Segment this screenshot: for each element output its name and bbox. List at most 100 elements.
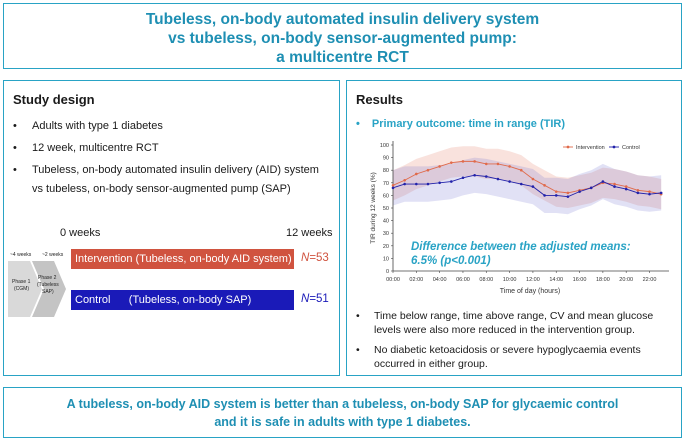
results-bullet-2-text: No diabetic ketoacidosis or severe hypog… xyxy=(374,344,641,370)
intervention-n: N=53 xyxy=(301,252,329,264)
control-n: N=51 xyxy=(301,293,329,305)
intervention-data-point xyxy=(415,172,418,176)
intervention-data-point xyxy=(449,161,453,164)
phase-2-label: Phase 2 xyxy=(38,275,57,281)
intervention-data-point xyxy=(554,190,558,193)
timeline-end-label: 12 weeks xyxy=(286,227,333,239)
control-legend-marker xyxy=(612,145,616,149)
y-tick-label: 100 xyxy=(380,143,389,149)
design-bullet-3-continuation: vs tubeless, on-body sensor-augmented pu… xyxy=(32,183,291,195)
intervention-series-line xyxy=(392,160,662,195)
conclusion-box: A tubeless, on-body AID system is better… xyxy=(3,387,682,438)
intervention-data-point xyxy=(648,190,651,193)
phase-1-arrow xyxy=(8,261,42,317)
y-tick-label: 90 xyxy=(383,156,389,162)
results-heading: Results xyxy=(356,92,403,107)
chart-axes: 0 10 20 30 40 50 60 70 80 90 100 00:00 02:00 04:00 06:… xyxy=(380,141,669,283)
intervention-data-point xyxy=(508,165,511,168)
x-tick-label: 18:00 xyxy=(596,277,610,283)
control-data-point xyxy=(531,185,535,188)
tir-line-chart: 0 10 20 30 40 50 60 70 80 90 100 00:00 02:00 04:00 06:… xyxy=(370,141,669,295)
x-tick-label: 12:00 xyxy=(526,277,540,283)
difference-annotation-line-2: 6.5% (p<0.001) xyxy=(411,255,491,267)
n-symbol: N xyxy=(301,252,310,264)
intervention-data-point xyxy=(519,168,523,172)
control-data-point xyxy=(484,175,488,178)
x-axis-label: Time of day (hours) xyxy=(500,288,560,295)
title-line-3: a multicentre RCT xyxy=(276,49,409,66)
x-tick-label: 04:00 xyxy=(433,277,447,283)
y-tick-label: 30 xyxy=(383,231,389,237)
x-tick-label: 02:00 xyxy=(409,277,423,283)
intervention-data-point xyxy=(531,177,535,181)
control-data-point xyxy=(601,180,605,183)
x-tick-label: 06:00 xyxy=(456,277,470,283)
intervention-legend-marker xyxy=(566,145,570,149)
intervention-data-point xyxy=(426,168,430,172)
results-panel: Results • Primary outcome: time in range … xyxy=(346,80,682,376)
intervention-data-point xyxy=(461,160,465,163)
control-data-point xyxy=(438,181,441,185)
control-legend-label: Control xyxy=(622,145,640,151)
y-tick-label: 50 xyxy=(383,206,389,212)
bullet-dot: • xyxy=(13,142,17,154)
conclusion-line-2: and it is safe in adults with type 1 dia… xyxy=(214,415,471,429)
chart-series xyxy=(391,160,663,198)
intervention-data-point xyxy=(496,162,500,166)
x-tick-label: 10:00 xyxy=(503,277,517,283)
control-data-point xyxy=(403,182,406,186)
control-data-point xyxy=(636,191,640,195)
title-box: Tubeless, on-body automated insulin deli… xyxy=(3,3,682,69)
intervention-data-point xyxy=(473,160,476,163)
x-tick-label: 22:00 xyxy=(643,277,657,283)
phase-2-sub-2: SAP) xyxy=(42,289,54,295)
control-arm-bar: Control (Tubeless, on-body SAP) xyxy=(71,290,294,310)
intervention-data-point xyxy=(484,162,488,166)
intervention-data-point xyxy=(438,165,441,168)
intervention-data-point xyxy=(543,184,546,187)
intervention-data-point xyxy=(391,184,395,187)
y-tick-label: 80 xyxy=(383,168,389,174)
phase-2-arrow xyxy=(32,261,66,317)
y-tick-label: 0 xyxy=(386,269,389,275)
control-data-point xyxy=(543,194,546,197)
control-confidence-band xyxy=(393,157,662,215)
intervention-data-point xyxy=(566,191,570,195)
primary-outcome-text: Primary outcome: time in range (TIR) xyxy=(371,118,566,130)
phase-1-label: Phase 1 xyxy=(12,279,31,285)
phase-2-sub-1: (Tubeless xyxy=(37,282,59,288)
bullet-dot: • xyxy=(356,344,360,356)
run-in-phase-arrows xyxy=(8,261,66,317)
conclusion-line-1: A tubeless, on-body AID system is better… xyxy=(66,397,619,411)
y-axis-label: TIR during 12 weeks (%) xyxy=(370,172,377,244)
control-data-point xyxy=(659,191,663,195)
x-tick-label: 14:00 xyxy=(549,277,563,283)
design-bullet-3-text: Tubeless, on-body automated insulin deli… xyxy=(32,164,319,176)
control-data-point xyxy=(449,180,453,183)
design-bullet-2-text: 12 week, multicentre RCT xyxy=(32,142,159,154)
study-design-heading: Study design xyxy=(13,92,95,107)
control-data-point xyxy=(578,190,581,193)
study-design-panel: Study design • Adults with type 1 diabet… xyxy=(3,80,340,376)
control-series-line xyxy=(392,174,662,198)
intervention-data-point xyxy=(636,189,640,192)
intervention-data-point xyxy=(613,182,616,186)
control-data-point xyxy=(566,195,570,198)
control-data-point xyxy=(589,186,593,190)
pre-phase-1-duration: ~4 weeks xyxy=(10,252,32,258)
control-data-point xyxy=(461,176,465,180)
title-line-2: vs tubeless, on-body sensor-augmented pu… xyxy=(168,30,517,47)
title-line-1: Tubeless, on-body automated insulin deli… xyxy=(145,11,540,28)
control-data-point xyxy=(391,186,395,190)
control-data-point xyxy=(613,185,616,188)
intervention-data-point xyxy=(403,178,406,182)
control-data-point xyxy=(415,182,418,186)
pre-phase-2-duration: ~2 weeks xyxy=(42,252,64,258)
x-tick-label: 00:00 xyxy=(386,277,400,283)
phase-1-sub: (CGM) xyxy=(14,286,29,292)
intervention-n-value: =53 xyxy=(309,252,329,264)
y-tick-label: 10 xyxy=(383,256,389,262)
control-data-point xyxy=(496,177,500,181)
x-tick-label: 16:00 xyxy=(573,277,587,283)
control-data-point xyxy=(473,173,476,177)
